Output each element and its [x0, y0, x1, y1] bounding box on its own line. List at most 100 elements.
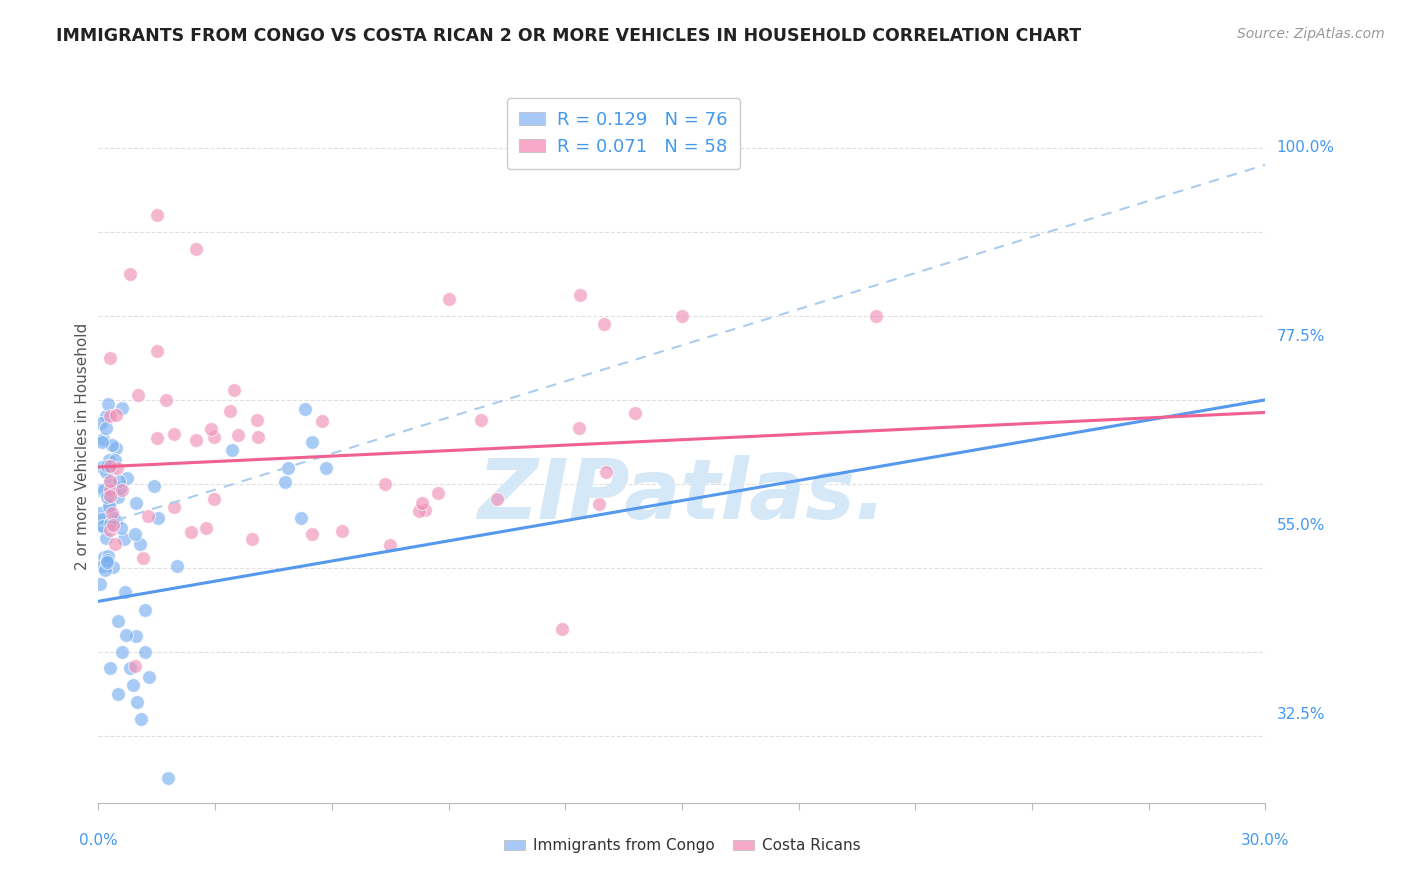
Point — [115, 471, 138, 485]
Point — [94, 409, 117, 424]
Point — [98, 661, 121, 675]
Point — [427, 486, 450, 500]
Point — [93, 519, 115, 533]
Point — [94, 531, 117, 545]
Point — [486, 491, 509, 506]
Point — [96, 458, 118, 473]
Text: 0.0%: 0.0% — [79, 833, 118, 848]
Point — [374, 477, 396, 491]
Point — [98, 499, 121, 513]
Point — [111, 401, 134, 415]
Legend: Immigrants from Congo, Costa Ricans: Immigrants from Congo, Costa Ricans — [498, 832, 866, 859]
Point — [218, 403, 240, 417]
Point — [98, 516, 121, 531]
Point — [202, 430, 225, 444]
Point — [134, 603, 156, 617]
Point — [301, 435, 323, 450]
Point — [246, 413, 269, 427]
Point — [671, 309, 693, 323]
Point — [98, 459, 121, 474]
Point — [90, 435, 112, 450]
Point — [114, 628, 136, 642]
Point — [97, 549, 120, 564]
Point — [89, 577, 111, 591]
Text: 32.5%: 32.5% — [1277, 707, 1324, 723]
Text: 30.0%: 30.0% — [1241, 833, 1289, 848]
Point — [143, 479, 166, 493]
Point — [157, 771, 180, 785]
Point — [125, 629, 148, 643]
Point — [129, 537, 152, 551]
Point — [100, 462, 122, 476]
Point — [378, 538, 401, 552]
Point — [104, 536, 127, 550]
Point — [118, 661, 141, 675]
Point — [470, 412, 492, 426]
Point — [184, 434, 207, 448]
Point — [129, 712, 152, 726]
Point — [163, 500, 186, 515]
Point — [107, 614, 129, 628]
Text: IMMIGRANTS FROM CONGO VS COSTA RICAN 2 OR MORE VEHICLES IN HOUSEHOLD CORRELATION: IMMIGRANTS FROM CONGO VS COSTA RICAN 2 O… — [56, 27, 1081, 45]
Point — [89, 507, 111, 521]
Point — [97, 500, 120, 514]
Point — [98, 483, 121, 498]
Point — [105, 514, 128, 528]
Point — [146, 208, 169, 222]
Point — [624, 406, 647, 420]
Point — [89, 483, 111, 497]
Point — [91, 558, 114, 573]
Point — [100, 486, 122, 500]
Point — [97, 397, 120, 411]
Point — [127, 387, 149, 401]
Point — [104, 408, 127, 422]
Point — [315, 460, 337, 475]
Point — [228, 428, 250, 442]
Point — [98, 409, 121, 423]
Point — [104, 441, 127, 455]
Point — [107, 687, 129, 701]
Point — [111, 645, 134, 659]
Point — [145, 344, 167, 359]
Point — [246, 430, 269, 444]
Point — [96, 555, 118, 569]
Point — [180, 524, 202, 539]
Point — [222, 383, 245, 397]
Point — [413, 503, 436, 517]
Point — [124, 527, 146, 541]
Point — [163, 427, 186, 442]
Point — [132, 550, 155, 565]
Point — [103, 511, 125, 525]
Point — [568, 287, 591, 301]
Point — [124, 658, 146, 673]
Point — [551, 622, 574, 636]
Point — [155, 392, 177, 407]
Point — [107, 490, 129, 504]
Point — [94, 421, 117, 435]
Point — [408, 504, 430, 518]
Point — [567, 421, 589, 435]
Point — [865, 309, 887, 323]
Point — [112, 532, 135, 546]
Point — [595, 465, 617, 479]
Point — [221, 442, 243, 457]
Point — [96, 553, 118, 567]
Point — [118, 267, 141, 281]
Text: 100.0%: 100.0% — [1277, 140, 1334, 155]
Point — [101, 560, 124, 574]
Point — [96, 485, 118, 500]
Point — [330, 524, 353, 538]
Y-axis label: 2 or more Vehicles in Household: 2 or more Vehicles in Household — [75, 322, 90, 570]
Point — [593, 318, 616, 332]
Point — [96, 491, 118, 505]
Point — [127, 695, 149, 709]
Point — [98, 351, 121, 366]
Point — [100, 437, 122, 451]
Point — [136, 509, 159, 524]
Text: 77.5%: 77.5% — [1277, 329, 1324, 344]
Point — [98, 474, 121, 488]
Point — [90, 417, 112, 431]
Point — [103, 517, 125, 532]
Point — [411, 496, 433, 510]
Point — [97, 462, 120, 476]
